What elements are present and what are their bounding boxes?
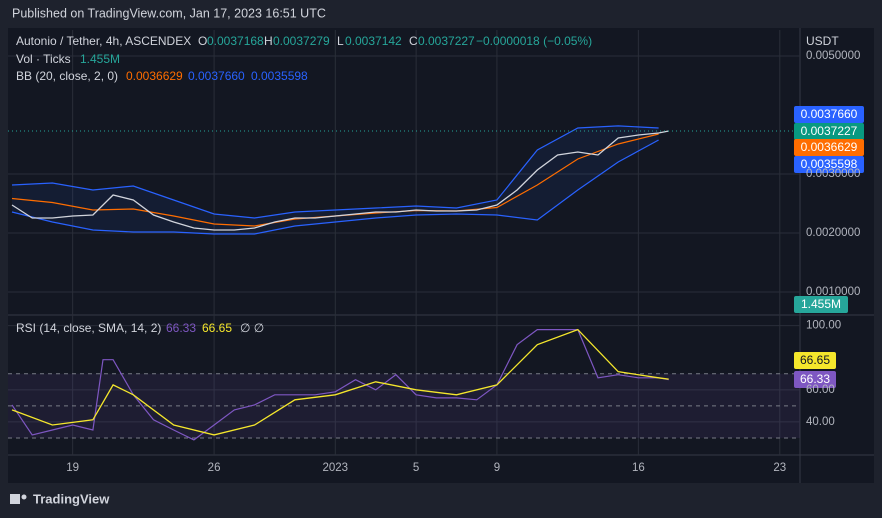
chart-area xyxy=(8,28,874,483)
published: Published on TradingView.com, Jan 17, 20… xyxy=(12,6,326,20)
logo: TradingView xyxy=(10,491,110,506)
y-tick-label: 0.0050000 xyxy=(806,50,860,62)
y-tick-label: 0.0020000 xyxy=(806,227,860,239)
vol: Vol · Ticks xyxy=(16,52,71,66)
currency: USDT xyxy=(806,34,839,48)
x-tick-label: 16 xyxy=(632,462,645,474)
bb-upper: 0.0037660 xyxy=(188,69,245,83)
o-value: 0.0037168 xyxy=(207,34,264,48)
logo-mark xyxy=(10,494,20,504)
logo-mark xyxy=(21,494,27,500)
h-value: 0.0037279 xyxy=(273,34,330,48)
x-tick-label: 26 xyxy=(208,462,221,474)
y-tick-label: 0.0030000 xyxy=(806,168,860,180)
y-tick-label: 100.00 xyxy=(806,320,841,332)
close-line xyxy=(11,130,669,231)
h: H xyxy=(264,34,273,48)
label-bg xyxy=(794,156,864,173)
y-tick-label: 40.00 xyxy=(806,416,835,428)
volume-label: 1.455M xyxy=(801,297,841,311)
upper-label: 0.0037660 xyxy=(801,107,858,121)
c: C xyxy=(409,34,418,48)
rsi-label: 66.33 xyxy=(800,372,830,386)
legend: Autonio / Tether, 4h, ASCENDEX O 0.00371… xyxy=(16,34,592,335)
price-labels: 0.0037660 0.0037227 0.0036629 0.0035598 … xyxy=(794,106,864,388)
x-tick-label: 2023 xyxy=(323,462,349,474)
x-tick-label: 9 xyxy=(494,462,500,474)
o: O xyxy=(198,34,207,48)
bb: BB (20, close, 2, 0) xyxy=(16,69,118,83)
brand: TradingView xyxy=(33,491,110,506)
rsi-empty: ∅ ∅ xyxy=(240,321,264,335)
rsi: RSI (14, close, SMA, 14, 2) xyxy=(16,321,161,335)
label-bg xyxy=(794,139,864,156)
rsi-sma-line xyxy=(11,328,669,436)
label-bg xyxy=(794,123,864,140)
label-bg xyxy=(794,106,864,123)
bb-basis: 0.0036629 xyxy=(126,69,183,83)
vol-value: 1.455M xyxy=(80,52,120,66)
lower-label: 0.0035598 xyxy=(801,157,858,171)
close-label: 0.0037227 xyxy=(801,124,858,138)
rsi-value: 66.33 xyxy=(166,321,196,335)
bb-lower xyxy=(11,139,659,235)
l-value: 0.0037142 xyxy=(345,34,402,48)
basis-label: 0.0036629 xyxy=(801,140,858,154)
change: −0.0000018 (−0.05%) xyxy=(476,34,592,48)
l: L xyxy=(337,34,344,48)
x-tick-label: 19 xyxy=(66,462,79,474)
label-bg xyxy=(794,371,836,388)
rsi-line xyxy=(11,329,669,441)
label-bg xyxy=(794,352,836,369)
x-tick-label: 5 xyxy=(413,462,419,474)
x-tick-label: 23 xyxy=(773,462,786,474)
label-bg xyxy=(794,296,848,313)
bb-lower: 0.0035598 xyxy=(251,69,308,83)
c-value: 0.0037227 xyxy=(418,34,475,48)
rsi-sma: 66.65 xyxy=(202,321,232,335)
bb-upper xyxy=(11,125,659,219)
rsi-sma-label: 66.65 xyxy=(800,353,830,367)
y-tick-label: 60.00 xyxy=(806,384,835,396)
symbol: Autonio / Tether, 4h, ASCENDEX xyxy=(16,34,191,48)
y-tick-label: 0.0010000 xyxy=(806,286,860,298)
